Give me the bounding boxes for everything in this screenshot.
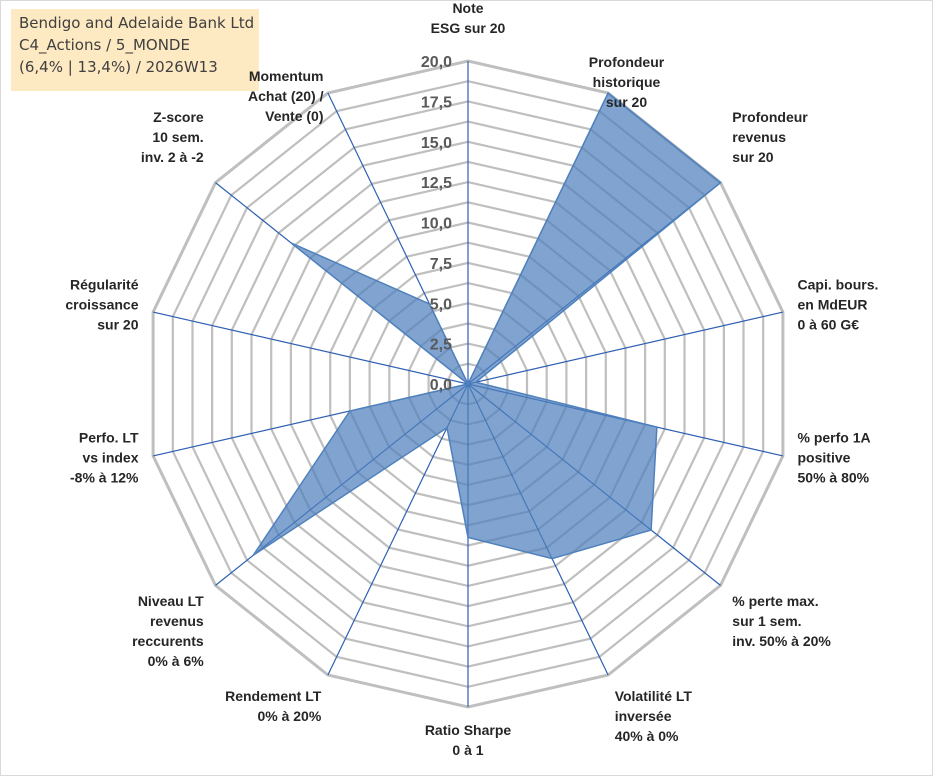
axis-label: % perte max. [732, 593, 818, 609]
axis-label: % perfo 1A [798, 429, 871, 445]
axis-label: sur 20 [606, 94, 647, 110]
axis-label: Perfo. LT [79, 429, 139, 445]
axis-label: reccurents [132, 633, 204, 649]
axis-label: inv. 2 à -2 [141, 149, 204, 165]
axis-label: inv. 50% à 20% [732, 633, 831, 649]
axis-label: en MdEUR [798, 297, 868, 313]
tick-label: 2,5 [430, 337, 452, 354]
axis-label: ESG sur 20 [431, 20, 506, 36]
axis-label: historique [593, 74, 661, 90]
axis-label: positive [798, 449, 851, 465]
tick-label: 17,5 [421, 94, 452, 111]
axis-label: Achat (20) / [248, 88, 324, 104]
axis-label: Momentum [249, 68, 324, 84]
tick-label: 0,0 [430, 377, 452, 394]
axis-label: Profondeur [589, 54, 665, 70]
tick-label: 12,5 [421, 175, 452, 192]
axis-label: inversée [615, 708, 672, 724]
axis-label: Volatilité LT [615, 688, 693, 704]
axis-label: 0% à 6% [148, 653, 205, 669]
axis-label: croissance [65, 297, 138, 313]
axis-label: sur 1 sem. [732, 613, 801, 629]
axis-label: Régularité [70, 277, 139, 293]
axis-label: revenus [150, 613, 204, 629]
tick-label: 5,0 [430, 296, 452, 313]
axis-label: 0 à 1 [452, 742, 483, 758]
axis-label: Z-score [153, 109, 204, 125]
axis-label: Profondeur [732, 109, 808, 125]
radar-series [253, 93, 720, 559]
series-area [253, 93, 720, 559]
axis-label: sur 20 [97, 317, 138, 333]
tick-label: 10,0 [421, 216, 452, 233]
tick-label: 7,5 [430, 256, 452, 273]
axis-label: 50% à 80% [798, 469, 870, 485]
axis-label: vs index [82, 449, 138, 465]
axis-label: Vente (0) [265, 108, 323, 124]
axis-label: 10 sem. [152, 129, 203, 145]
axis-label: revenus [732, 129, 786, 145]
tick-label: 15,0 [421, 135, 452, 152]
axis-label: Ratio Sharpe [425, 722, 512, 738]
axis-label: Niveau LT [138, 593, 204, 609]
axis-label: -8% à 12% [70, 469, 139, 485]
axis-label: 40% à 0% [615, 728, 679, 744]
axis-label: 0 à 60 G€ [798, 317, 860, 333]
axis-label: sur 20 [732, 149, 773, 165]
tick-label: 20,0 [421, 54, 452, 71]
axis-label: Note [452, 1, 483, 16]
axis-label: Capi. bours. [798, 277, 879, 293]
axis-label: Rendement LT [225, 688, 322, 704]
axis-label: 0% à 20% [257, 708, 321, 724]
